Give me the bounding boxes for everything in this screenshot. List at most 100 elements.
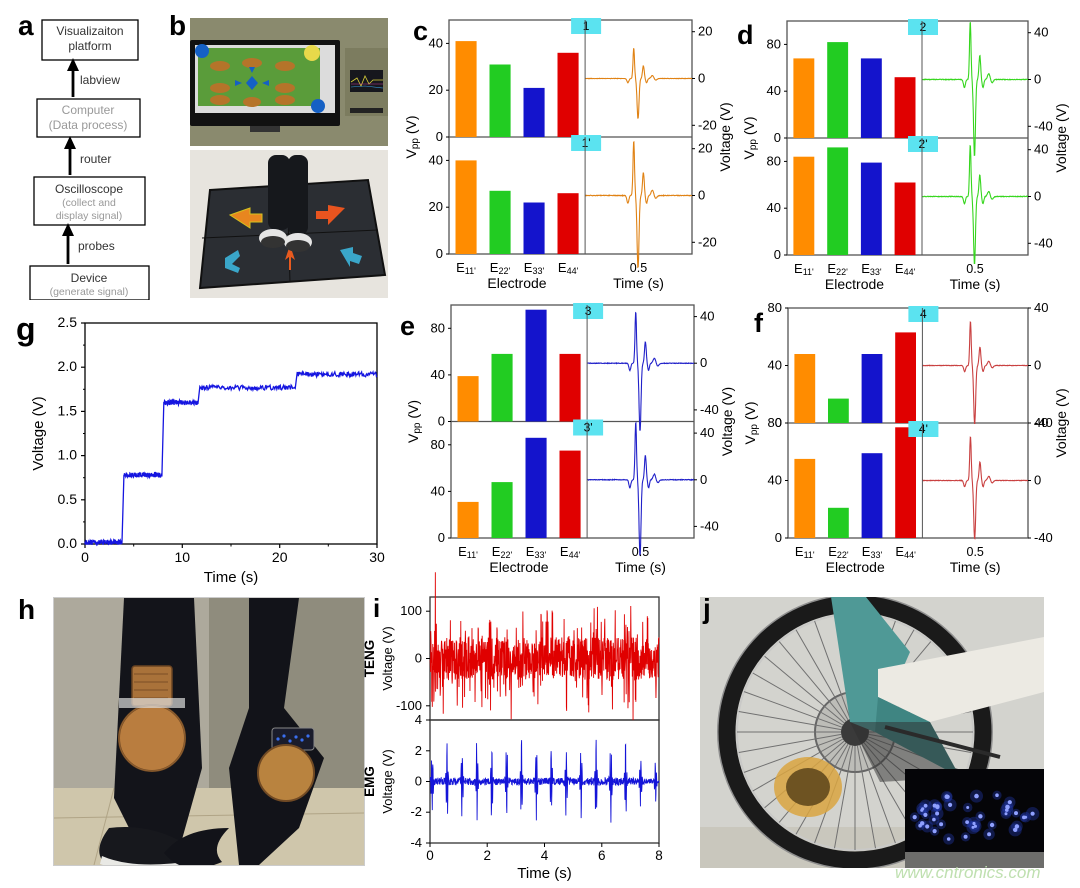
svg-text:-2: -2 <box>410 804 422 819</box>
svg-text:-100: -100 <box>396 698 422 713</box>
svg-text:EMG: EMG <box>362 766 377 797</box>
svg-text:0: 0 <box>775 530 782 545</box>
svg-text:40: 40 <box>767 83 781 98</box>
svg-text:4: 4 <box>415 712 422 727</box>
svg-text:40: 40 <box>767 200 781 215</box>
svg-text:E33': E33' <box>861 261 882 277</box>
svg-text:Electrode: Electrode <box>489 559 548 575</box>
svg-text:0: 0 <box>1034 72 1041 87</box>
svg-text:1': 1' <box>582 136 591 150</box>
svg-text:Time (s): Time (s) <box>613 275 664 291</box>
svg-text:Voltage (V): Voltage (V) <box>719 387 735 456</box>
svg-text:20: 20 <box>429 82 443 97</box>
svg-text:Voltage (V): Voltage (V) <box>1053 388 1069 457</box>
svg-text:80: 80 <box>768 415 782 430</box>
svg-text:-40: -40 <box>1034 530 1053 545</box>
svg-text:40: 40 <box>431 367 445 382</box>
svg-text:Time (s): Time (s) <box>517 865 571 882</box>
svg-text:40: 40 <box>700 425 714 440</box>
svg-text:0.5: 0.5 <box>966 262 983 276</box>
svg-text:f: f <box>754 308 764 338</box>
svg-text:20: 20 <box>698 141 712 156</box>
svg-text:0.0: 0.0 <box>58 535 78 551</box>
svg-text:40: 40 <box>431 483 445 498</box>
svg-text:E44': E44' <box>558 260 579 276</box>
svg-text:-40: -40 <box>700 402 719 417</box>
svg-text:1.5: 1.5 <box>58 402 78 418</box>
svg-text:0: 0 <box>415 774 422 789</box>
svg-text:Time (s): Time (s) <box>204 569 258 586</box>
svg-text:Electrode: Electrode <box>826 559 885 575</box>
svg-text:2: 2 <box>483 848 491 863</box>
svg-text:-4: -4 <box>410 835 422 850</box>
svg-text:E11': E11' <box>458 544 478 560</box>
svg-text:0: 0 <box>1034 189 1041 204</box>
svg-text:Electrode: Electrode <box>487 275 546 291</box>
svg-text:40: 40 <box>1034 415 1048 430</box>
svg-text:20: 20 <box>429 199 443 214</box>
svg-text:2.0: 2.0 <box>58 358 78 374</box>
svg-text:0: 0 <box>436 129 443 144</box>
svg-text:2.5: 2.5 <box>58 314 78 330</box>
svg-text:Time (s): Time (s) <box>615 559 666 575</box>
svg-text:80: 80 <box>767 36 781 51</box>
svg-text:g: g <box>16 311 36 347</box>
svg-text:10: 10 <box>175 549 191 565</box>
svg-text:E44': E44' <box>560 544 581 560</box>
svg-text:d: d <box>737 20 754 50</box>
svg-text:0: 0 <box>700 355 707 370</box>
svg-text:40: 40 <box>1034 300 1048 315</box>
svg-text:1: 1 <box>583 19 590 33</box>
svg-text:0: 0 <box>774 130 781 145</box>
svg-text:3': 3' <box>584 421 593 435</box>
svg-text:0.5: 0.5 <box>630 261 647 275</box>
svg-text:Voltage (V): Voltage (V) <box>1053 103 1069 172</box>
svg-text:3: 3 <box>585 304 592 318</box>
svg-text:0: 0 <box>698 71 705 86</box>
svg-text:40: 40 <box>700 309 714 324</box>
svg-text:80: 80 <box>431 320 445 335</box>
svg-text:Time (s): Time (s) <box>950 276 1001 292</box>
svg-text:E22': E22' <box>828 544 849 560</box>
svg-text:0: 0 <box>415 651 422 666</box>
svg-text:Vpp (V): Vpp (V) <box>741 116 759 159</box>
svg-text:20: 20 <box>272 549 288 565</box>
svg-text:40: 40 <box>1034 25 1048 40</box>
svg-text:80: 80 <box>768 300 782 315</box>
svg-text:2: 2 <box>920 20 927 34</box>
svg-text:E22': E22' <box>490 260 511 276</box>
svg-text:-20: -20 <box>698 234 717 249</box>
svg-text:Voltage (V): Voltage (V) <box>30 396 47 470</box>
svg-text:0: 0 <box>700 472 707 487</box>
svg-text:E33': E33' <box>526 544 547 560</box>
svg-text:80: 80 <box>431 437 445 452</box>
svg-text:8: 8 <box>655 848 663 863</box>
svg-text:i: i <box>373 593 380 623</box>
svg-text:E11': E11' <box>795 544 815 560</box>
svg-text:4: 4 <box>541 848 549 863</box>
svg-text:Vpp (V): Vpp (V) <box>403 115 421 158</box>
svg-text:0.5: 0.5 <box>632 545 649 559</box>
svg-text:40: 40 <box>768 358 782 373</box>
svg-text:0: 0 <box>436 246 443 261</box>
svg-text:0.5: 0.5 <box>967 545 984 559</box>
svg-text:c: c <box>413 16 428 46</box>
svg-text:E22': E22' <box>492 544 513 560</box>
svg-text:TENG: TENG <box>362 640 377 678</box>
svg-text:0: 0 <box>1034 358 1041 373</box>
svg-text:4: 4 <box>920 307 927 321</box>
svg-text:40: 40 <box>429 35 443 50</box>
svg-text:20: 20 <box>698 24 712 39</box>
svg-text:e: e <box>400 311 415 341</box>
svg-text:40: 40 <box>1034 142 1048 157</box>
svg-text:E11': E11' <box>456 260 476 276</box>
svg-text:0: 0 <box>774 247 781 262</box>
svg-text:Voltage (V): Voltage (V) <box>717 102 733 171</box>
svg-text:6: 6 <box>598 848 606 863</box>
svg-text:E11': E11' <box>794 261 814 277</box>
svg-text:0: 0 <box>438 530 445 545</box>
svg-text:-40: -40 <box>1034 118 1053 133</box>
svg-text:4': 4' <box>919 422 928 436</box>
svg-text:-40: -40 <box>1034 235 1053 250</box>
svg-text:0: 0 <box>438 414 445 429</box>
